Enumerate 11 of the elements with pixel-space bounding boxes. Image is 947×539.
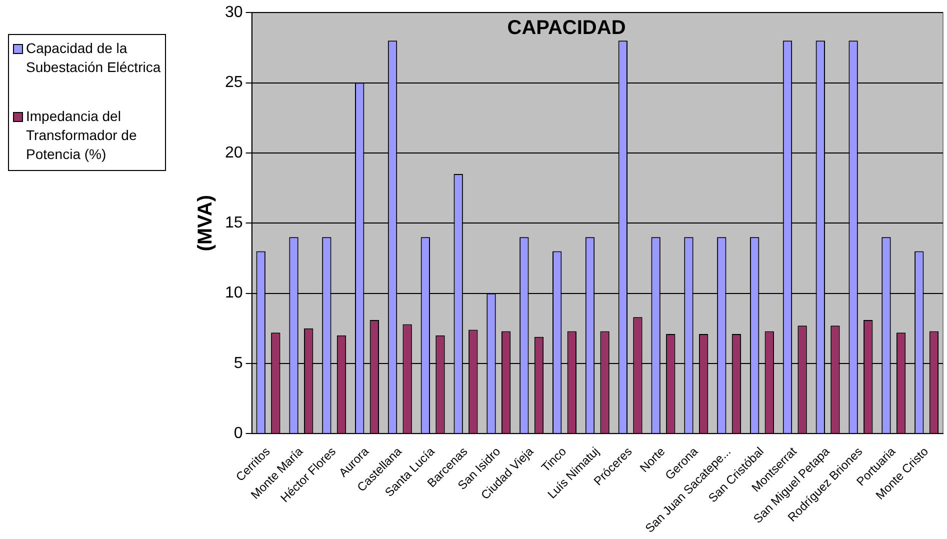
y-tick-label: 20 [225, 144, 243, 162]
y-tick-label: 30 [225, 4, 243, 22]
y-tick-label: 10 [225, 284, 243, 302]
chart-title: CAPACIDAD [507, 17, 626, 40]
legend-label: Capacidad de la Subestación Eléctrica [26, 39, 161, 77]
legend-label: Impedancia del Transformador de Potencia (%) [26, 107, 138, 164]
y-tick-label: 25 [225, 74, 243, 92]
y-tick-label: 0 [234, 425, 243, 442]
y-tick-label: 5 [234, 354, 243, 372]
y-tick-label: 15 [225, 214, 243, 232]
y-axis-title: (MVA) [194, 195, 217, 252]
